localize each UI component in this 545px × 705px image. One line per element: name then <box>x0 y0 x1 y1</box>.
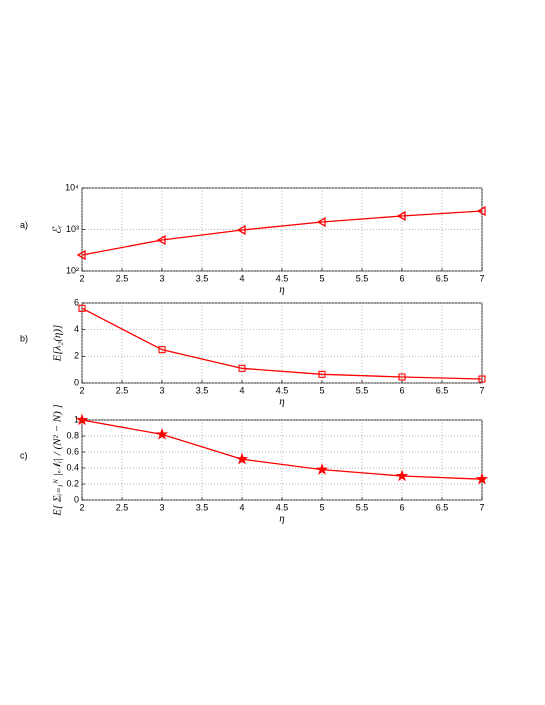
y-tick-label: 0 <box>74 377 79 387</box>
panel-label: a) <box>20 220 28 230</box>
x-tick-label: 2.5 <box>116 273 129 283</box>
x-tick-label: 4 <box>239 385 244 395</box>
x-tick-label: 6.5 <box>436 273 449 283</box>
x-tick-label: 7 <box>479 385 484 395</box>
x-tick-label: 5.5 <box>356 273 369 283</box>
y-axis-label: ℰᵣ <box>52 225 64 235</box>
marker <box>398 373 406 381</box>
marker <box>235 452 249 465</box>
x-tick-label: 2 <box>79 273 84 283</box>
y-tick-label: 0.4 <box>66 462 79 472</box>
x-tick-label: 2 <box>79 502 84 512</box>
x-tick-label: 5.5 <box>356 385 369 395</box>
y-tick-label: 6 <box>74 297 79 307</box>
y-tick-label: 10⁴ <box>65 182 79 192</box>
marker <box>476 205 486 217</box>
y-tick-label: 0.6 <box>66 446 79 456</box>
y-tick-label: 0.2 <box>66 478 79 488</box>
marker <box>316 216 326 228</box>
y-axis-label: E[ Σᵢ₌₁ᴺ |𝒩ᵢ| / (N² − N) ] <box>52 404 64 517</box>
x-tick-label: 6 <box>399 385 404 395</box>
y-tick-label: 4 <box>74 324 79 334</box>
x-tick-label: 4.5 <box>276 502 289 512</box>
x-tick-label: 4 <box>239 273 244 283</box>
x-tick-label: 6 <box>399 273 404 283</box>
marker <box>76 249 86 261</box>
y-tick-label: 1 <box>74 414 79 424</box>
x-tick-label: 4 <box>239 502 244 512</box>
x-axis-label: η <box>279 284 284 296</box>
marker <box>395 469 409 482</box>
x-tick-label: 3 <box>159 502 164 512</box>
y-tick-label: 10² <box>66 265 79 275</box>
x-tick-label: 3.5 <box>196 273 209 283</box>
x-tick-label: 6.5 <box>436 385 449 395</box>
data-line <box>81 307 483 380</box>
x-tick-label: 3.5 <box>196 385 209 395</box>
y-axis-label: E[λ₂(η)] <box>52 325 64 363</box>
marker <box>75 413 89 426</box>
x-tick-label: 2.5 <box>116 385 129 395</box>
x-tick-label: 7 <box>479 502 484 512</box>
marker <box>155 427 169 440</box>
y-tick-label: 10³ <box>66 224 79 234</box>
marker <box>315 463 329 475</box>
x-tick-label: 6 <box>399 502 404 512</box>
marker <box>78 304 86 312</box>
x-tick-label: 7 <box>479 273 484 283</box>
x-tick-label: 5.5 <box>356 502 369 512</box>
panel-label: b) <box>20 333 28 343</box>
data-line <box>81 419 483 480</box>
x-tick-label: 5 <box>319 502 324 512</box>
marker <box>318 370 326 378</box>
panel-label: c) <box>20 450 28 460</box>
marker <box>396 210 406 222</box>
x-tick-label: 4.5 <box>276 385 289 395</box>
marker <box>238 364 246 372</box>
x-tick-label: 3 <box>159 273 164 283</box>
x-tick-label: 5 <box>319 273 324 283</box>
x-axis-label: η <box>279 513 284 525</box>
x-tick-label: 2.5 <box>116 502 129 512</box>
y-tick-label: 0 <box>74 494 79 504</box>
marker <box>475 472 489 485</box>
x-tick-label: 4.5 <box>276 273 289 283</box>
y-tick-label: 0.8 <box>66 430 79 440</box>
marker <box>156 234 166 246</box>
x-tick-label: 2 <box>79 385 84 395</box>
x-tick-label: 6.5 <box>436 502 449 512</box>
x-axis-label: η <box>279 396 284 408</box>
y-tick-label: 2 <box>74 351 79 361</box>
marker <box>158 346 166 354</box>
x-tick-label: 3 <box>159 385 164 395</box>
marker <box>478 375 486 383</box>
x-tick-label: 5 <box>319 385 324 395</box>
data-line <box>81 210 483 256</box>
x-tick-label: 3.5 <box>196 502 209 512</box>
marker <box>236 224 246 236</box>
